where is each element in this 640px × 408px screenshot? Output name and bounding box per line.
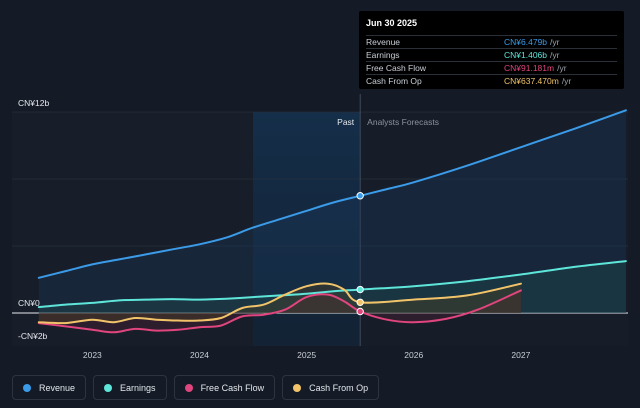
free-cash-flow-line xyxy=(37,289,522,334)
free-cash-flow-area xyxy=(38,290,521,333)
tooltip-row-label: Cash From Op xyxy=(366,76,422,86)
revenue-area xyxy=(38,110,626,313)
legend-item-earnings[interactable]: Earnings xyxy=(93,375,167,400)
tooltip-date: Jun 30 2025 xyxy=(366,18,418,28)
legend-label: Revenue xyxy=(39,382,76,393)
legend-label: Earnings xyxy=(120,382,156,393)
x-axis-tick-label: 2023 xyxy=(83,350,102,360)
x-axis-tick-label: 2026 xyxy=(404,350,423,360)
y-axis-tick-label: CN¥12b xyxy=(18,98,49,108)
tooltip-row-revenue: Revenue CN¥6.479b /yr xyxy=(366,35,617,48)
past-label: Past xyxy=(337,117,355,127)
legend-label: Free Cash Flow xyxy=(200,382,265,393)
revenue-line xyxy=(37,109,627,279)
y-axis-tick-label: -CN¥2b xyxy=(18,331,48,341)
legend: Revenue Earnings Free Cash Flow Cash Fro… xyxy=(12,375,380,400)
legend-item-free-cash-flow[interactable]: Free Cash Flow xyxy=(173,375,276,400)
tooltip-row-label: Earnings xyxy=(366,50,400,60)
past-highlight-region xyxy=(253,112,361,346)
tooltip-row-earnings: Earnings CN¥1.406b /yr xyxy=(366,48,617,61)
legend-item-revenue[interactable]: Revenue xyxy=(12,375,87,400)
revenue-marker xyxy=(356,192,364,200)
revenue-dot-icon xyxy=(23,383,31,392)
tooltip-row-free-cash-flow: Free Cash Flow CN¥91.181m /yr xyxy=(366,61,617,74)
earnings-line xyxy=(37,260,627,309)
tooltip-row-label: Free Cash Flow xyxy=(366,63,426,73)
y-axis-tick-label: CN¥0 xyxy=(18,298,40,308)
tooltip-row-label: Revenue xyxy=(366,37,401,47)
forecast-region xyxy=(360,112,628,346)
tooltip-row-cash-from-op: Cash From Op CN¥637.470m /yr xyxy=(366,74,617,87)
free-cash-flow-dot-icon xyxy=(184,383,193,392)
legend-item-cash-from-op[interactable]: Cash From Op xyxy=(282,375,380,400)
cash-from-op-dot-icon xyxy=(293,383,302,392)
tooltip-panel: Jun 30 2025 Revenue CN¥6.479b /yr Earnin… xyxy=(359,11,624,89)
tooltip-row-value: CN¥6.479b xyxy=(504,37,548,47)
earnings-marker xyxy=(356,285,364,294)
x-axis-tick-label: 2025 xyxy=(297,350,316,360)
tooltip-row-unit: /yr xyxy=(550,50,560,60)
x-axis-tick-label: 2024 xyxy=(190,350,209,360)
forecast-label: Analysts Forecasts xyxy=(367,117,439,127)
cash-from-op-area xyxy=(38,283,521,324)
free-cash-flow-marker xyxy=(356,307,364,316)
cash-from-op-marker xyxy=(356,298,364,306)
tooltip-row-value: CN¥91.181m xyxy=(504,63,555,73)
tooltip-row-unit: /yr xyxy=(561,76,572,86)
x-axis-tick-label: 2027 xyxy=(511,350,530,360)
tooltip-row-value: CN¥1.406b xyxy=(504,50,548,60)
legend-label: Cash From Op xyxy=(309,382,369,393)
tooltip-row-unit: /yr xyxy=(550,37,560,47)
tooltip-row-unit: /yr xyxy=(557,63,567,73)
earnings-dot-icon xyxy=(104,383,113,392)
tooltip-row-value: CN¥637.470m xyxy=(504,76,559,86)
